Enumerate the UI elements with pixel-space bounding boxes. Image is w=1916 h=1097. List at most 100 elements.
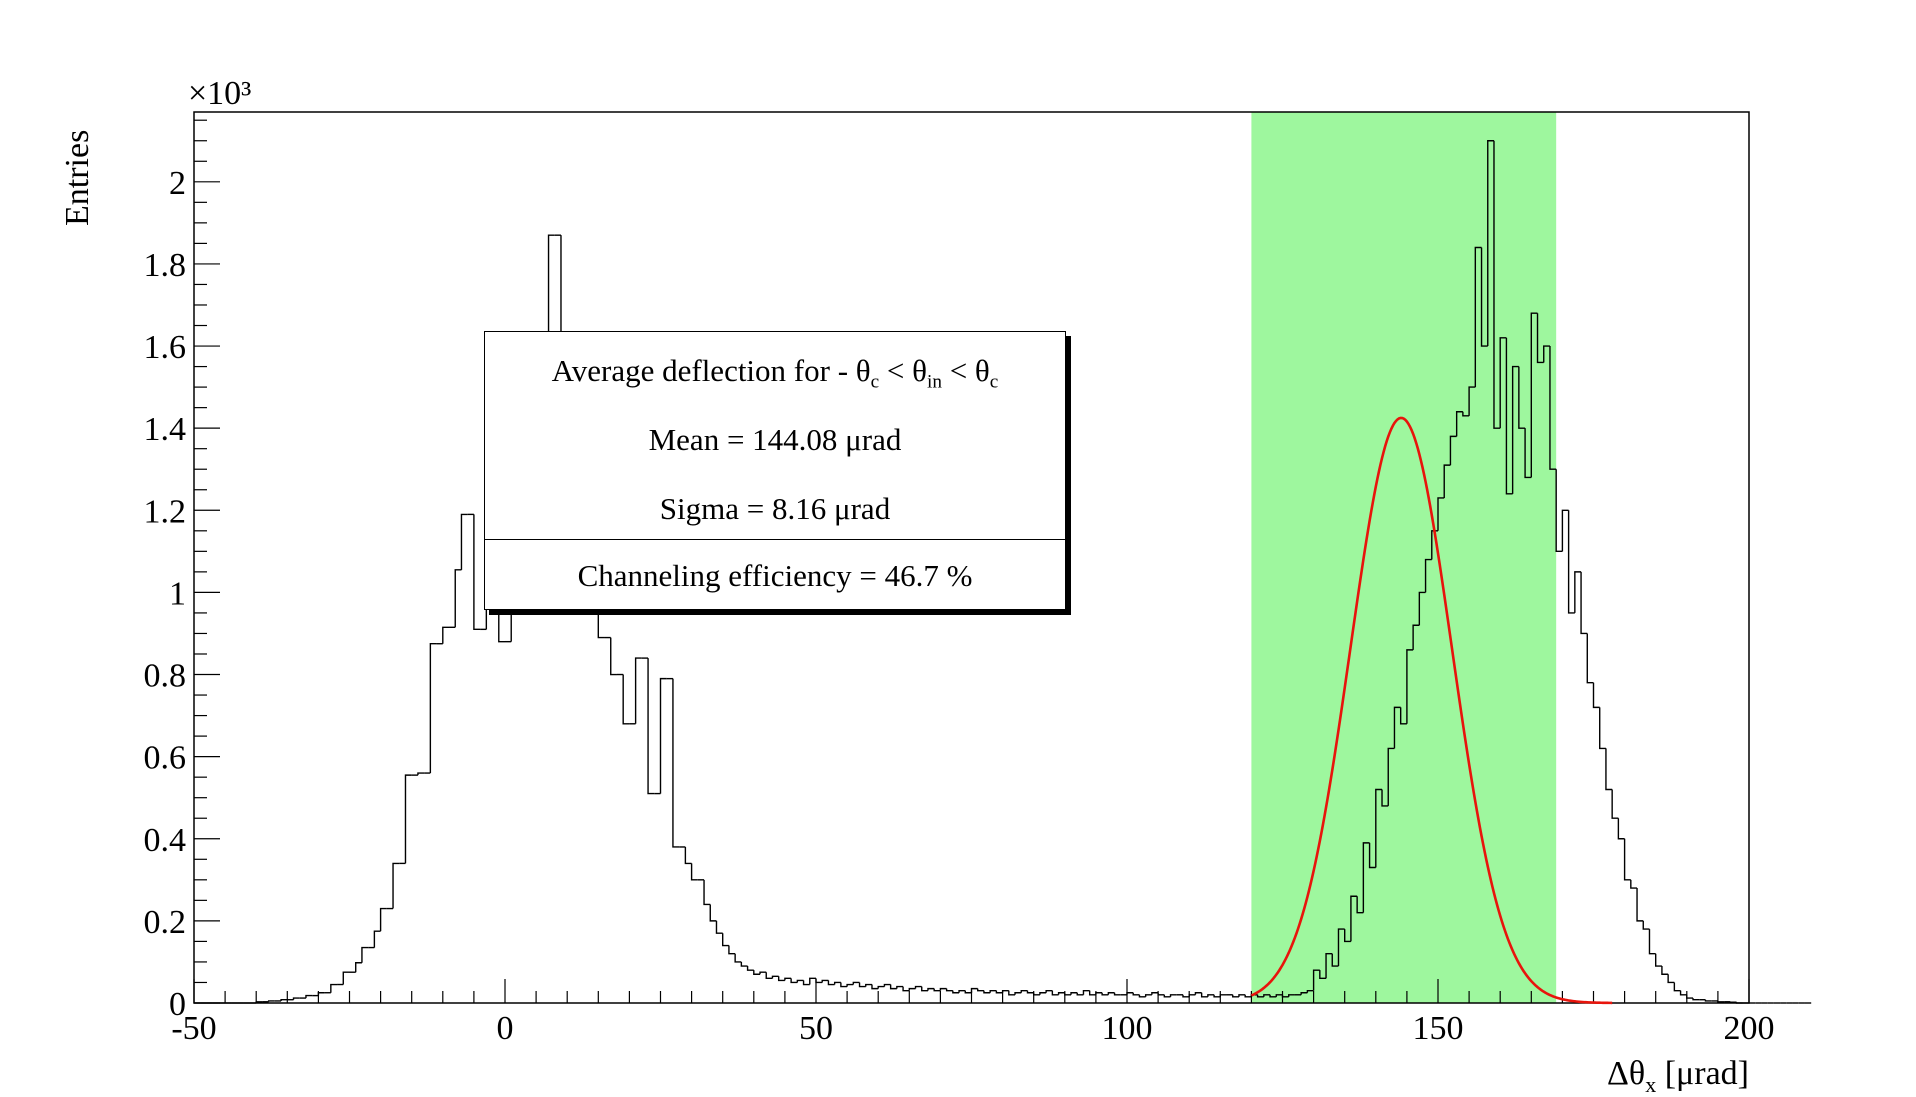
x-tick-label: 150 (1413, 1010, 1464, 1047)
x-axis-title-main: Δθ (1607, 1055, 1645, 1092)
stats-title-part-3: < θ (941, 353, 990, 388)
histogram-bin (703, 879, 711, 906)
histogram-bin (1269, 994, 1277, 998)
y-tick-label: 0.8 (144, 658, 187, 695)
histogram-bin (728, 945, 736, 955)
histogram-bin (1256, 994, 1264, 998)
histogram-bin (821, 979, 829, 983)
stats-title-part-2: < θ (879, 353, 927, 388)
histogram-bin (1543, 345, 1550, 363)
histogram-bin (1020, 989, 1028, 993)
histogram-bin (460, 513, 468, 570)
histogram-bin (777, 976, 785, 982)
histogram-bin (1686, 994, 1694, 999)
histogram-bin (827, 980, 835, 986)
histogram-bin (1238, 994, 1246, 997)
histogram-bin (1487, 140, 1494, 347)
histogram-bin (927, 987, 935, 991)
stats-efficiency: Channeling efficiency = 46.7 % (577, 558, 973, 593)
histogram-bin (858, 982, 866, 988)
stats-mean: Mean = 144.08 μrad (648, 422, 902, 457)
histogram-bin (1679, 990, 1687, 996)
histogram-bin (1393, 706, 1401, 749)
histogram-bin (1001, 989, 1009, 993)
histogram-bin (355, 962, 362, 973)
histogram-bin (1673, 982, 1681, 992)
histogram-bin (610, 637, 617, 676)
histogram-bin (1735, 1002, 1743, 1004)
histogram-bin (902, 986, 910, 992)
histogram-bin (1070, 992, 1078, 995)
histogram-bin (1406, 649, 1414, 724)
x-axis-title-unit: [μrad] (1656, 1055, 1749, 1092)
y-tick-label: 1.4 (144, 411, 187, 448)
histogram-bin (1717, 1000, 1725, 1003)
histogram-bin (846, 983, 854, 987)
histogram-bin (871, 984, 879, 990)
histogram-bin (1617, 818, 1625, 840)
histogram-bin (1082, 989, 1090, 995)
histogram-bin (1306, 989, 1314, 993)
y-tick-label: 1.2 (144, 493, 187, 530)
histogram-bin (1412, 624, 1420, 650)
histogram-bin (865, 983, 872, 987)
histogram-bin (1443, 464, 1451, 498)
histogram-bin (684, 846, 692, 865)
histogram-bin (1113, 992, 1121, 996)
histogram-bin (1188, 994, 1196, 997)
histogram-bin (1151, 992, 1159, 995)
histogram-bin (1325, 953, 1333, 979)
histogram-bin (392, 862, 400, 909)
histogram-bin (1033, 992, 1040, 996)
fit-layer (1250, 416, 1613, 1005)
histogram-bin (722, 933, 729, 947)
histogram-bin (429, 643, 437, 774)
histogram-bin (796, 979, 804, 983)
histogram-bin (1642, 920, 1650, 930)
x-tick-label: 0 (497, 1010, 514, 1047)
y-tick-label: 1.8 (144, 247, 187, 284)
histogram-bin (1567, 510, 1575, 614)
histogram-bin (1511, 365, 1519, 494)
histogram-bin (1518, 366, 1526, 429)
histogram-bin (1368, 842, 1376, 869)
histogram-bin (1381, 789, 1389, 807)
histogram-bin (1207, 994, 1215, 997)
histogram-bin (945, 988, 953, 992)
histogram-bin (939, 987, 947, 991)
histogram-bin (255, 1001, 263, 1003)
histogram-bin (1263, 994, 1271, 997)
histogram-bin (267, 1000, 275, 1002)
histogram-bin (1592, 682, 1600, 709)
histogram-bin (473, 514, 481, 631)
histogram-bin (983, 990, 991, 994)
histogram-bin (802, 980, 810, 986)
histogram-bin (1362, 842, 1370, 913)
y-tick-label: 0.4 (144, 822, 187, 859)
histogram-bin (1169, 994, 1177, 997)
y-axis-title: Entries (59, 130, 96, 226)
histogram-bin (1704, 999, 1712, 1002)
stats-box: Average deflection for - θc < θin < θc M… (484, 331, 1066, 610)
histogram-bin (647, 658, 655, 795)
histogram-bin (1076, 992, 1084, 996)
histogram-bin (659, 677, 667, 794)
histogram-bin (784, 977, 792, 981)
histogram-bin (753, 970, 761, 975)
histogram-bin (970, 987, 978, 993)
histogram-bin (958, 989, 966, 993)
y-axis-multiplier: ×10³ (188, 75, 251, 112)
histogram-bin (1505, 337, 1513, 495)
histogram-bin (1549, 346, 1557, 470)
histogram-bin (442, 626, 450, 644)
y-tick-label: 0.2 (144, 904, 187, 941)
histogram-bin (1107, 992, 1115, 995)
histogram-bin (1375, 788, 1383, 868)
histogram-bin (1530, 312, 1538, 478)
histogram-bin (1281, 994, 1289, 998)
histogram-bin (1418, 591, 1426, 626)
histogram-bin (952, 990, 960, 994)
histogram-bin (995, 990, 1003, 994)
histogram-bin (1655, 953, 1662, 967)
histogram-bin (1026, 990, 1034, 994)
